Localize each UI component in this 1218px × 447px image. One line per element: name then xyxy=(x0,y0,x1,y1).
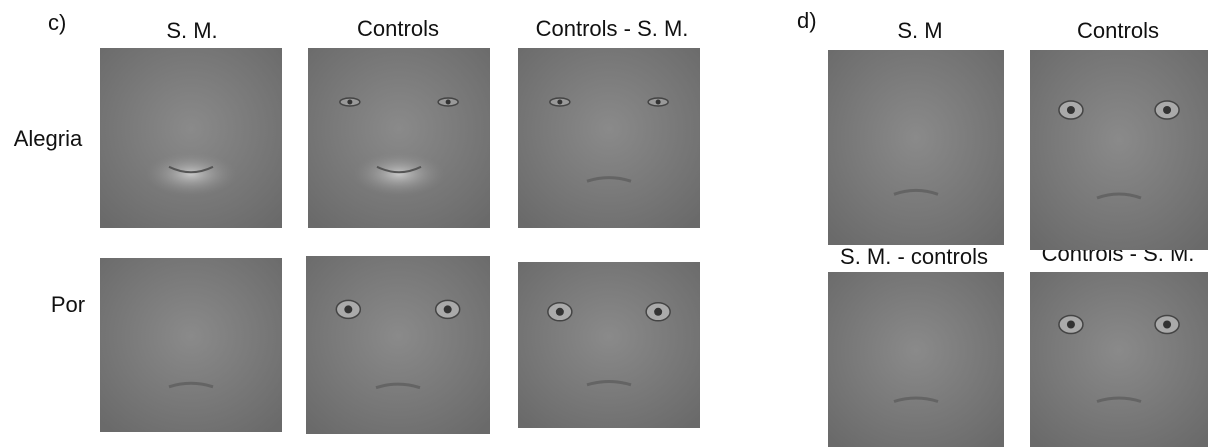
face-background xyxy=(828,272,1004,447)
pupil xyxy=(556,308,564,316)
face-image xyxy=(100,258,282,432)
face-image xyxy=(308,48,490,228)
pupil xyxy=(1067,321,1075,329)
image-title: S. M. - controls xyxy=(840,244,988,269)
pupil xyxy=(1163,321,1171,329)
face-background xyxy=(1030,272,1208,447)
face-image xyxy=(828,272,1004,447)
face-background xyxy=(308,48,490,228)
pupil xyxy=(344,305,352,313)
face-background xyxy=(1030,50,1208,250)
face-image xyxy=(1030,272,1208,447)
figure: c) S. M. Controls Controls - S. M. Alegr… xyxy=(0,0,1218,447)
column-title: Controls xyxy=(357,16,439,41)
face-background xyxy=(518,262,700,428)
image-title: S. M xyxy=(897,18,942,43)
mouth-highlight xyxy=(146,152,237,195)
row-label: Alegria xyxy=(14,126,83,151)
face-image xyxy=(518,48,700,228)
face-background xyxy=(306,256,490,434)
pupil xyxy=(444,305,452,313)
column-title: Controls - S. M. xyxy=(536,16,689,41)
face-image xyxy=(1030,50,1208,250)
mouth-highlight xyxy=(354,152,445,195)
pupil xyxy=(347,100,352,105)
column-title: S. M. xyxy=(166,18,217,43)
pupil xyxy=(656,100,661,105)
panel-label: c) xyxy=(48,10,66,35)
pupil xyxy=(1163,106,1171,114)
pupil xyxy=(446,100,451,105)
panel-label: d) xyxy=(797,8,817,33)
face-image xyxy=(306,256,490,434)
face-image xyxy=(100,48,282,228)
row-label: Por xyxy=(51,292,85,317)
face-images xyxy=(100,48,1208,447)
pupil xyxy=(654,308,662,316)
face-background xyxy=(828,50,1004,245)
face-background xyxy=(100,258,282,432)
face-background xyxy=(100,48,282,228)
face-background xyxy=(518,48,700,228)
image-title: Controls xyxy=(1077,18,1159,43)
pupil xyxy=(1067,106,1075,114)
face-image xyxy=(518,262,700,428)
face-image xyxy=(828,50,1004,245)
pupil xyxy=(557,100,562,105)
